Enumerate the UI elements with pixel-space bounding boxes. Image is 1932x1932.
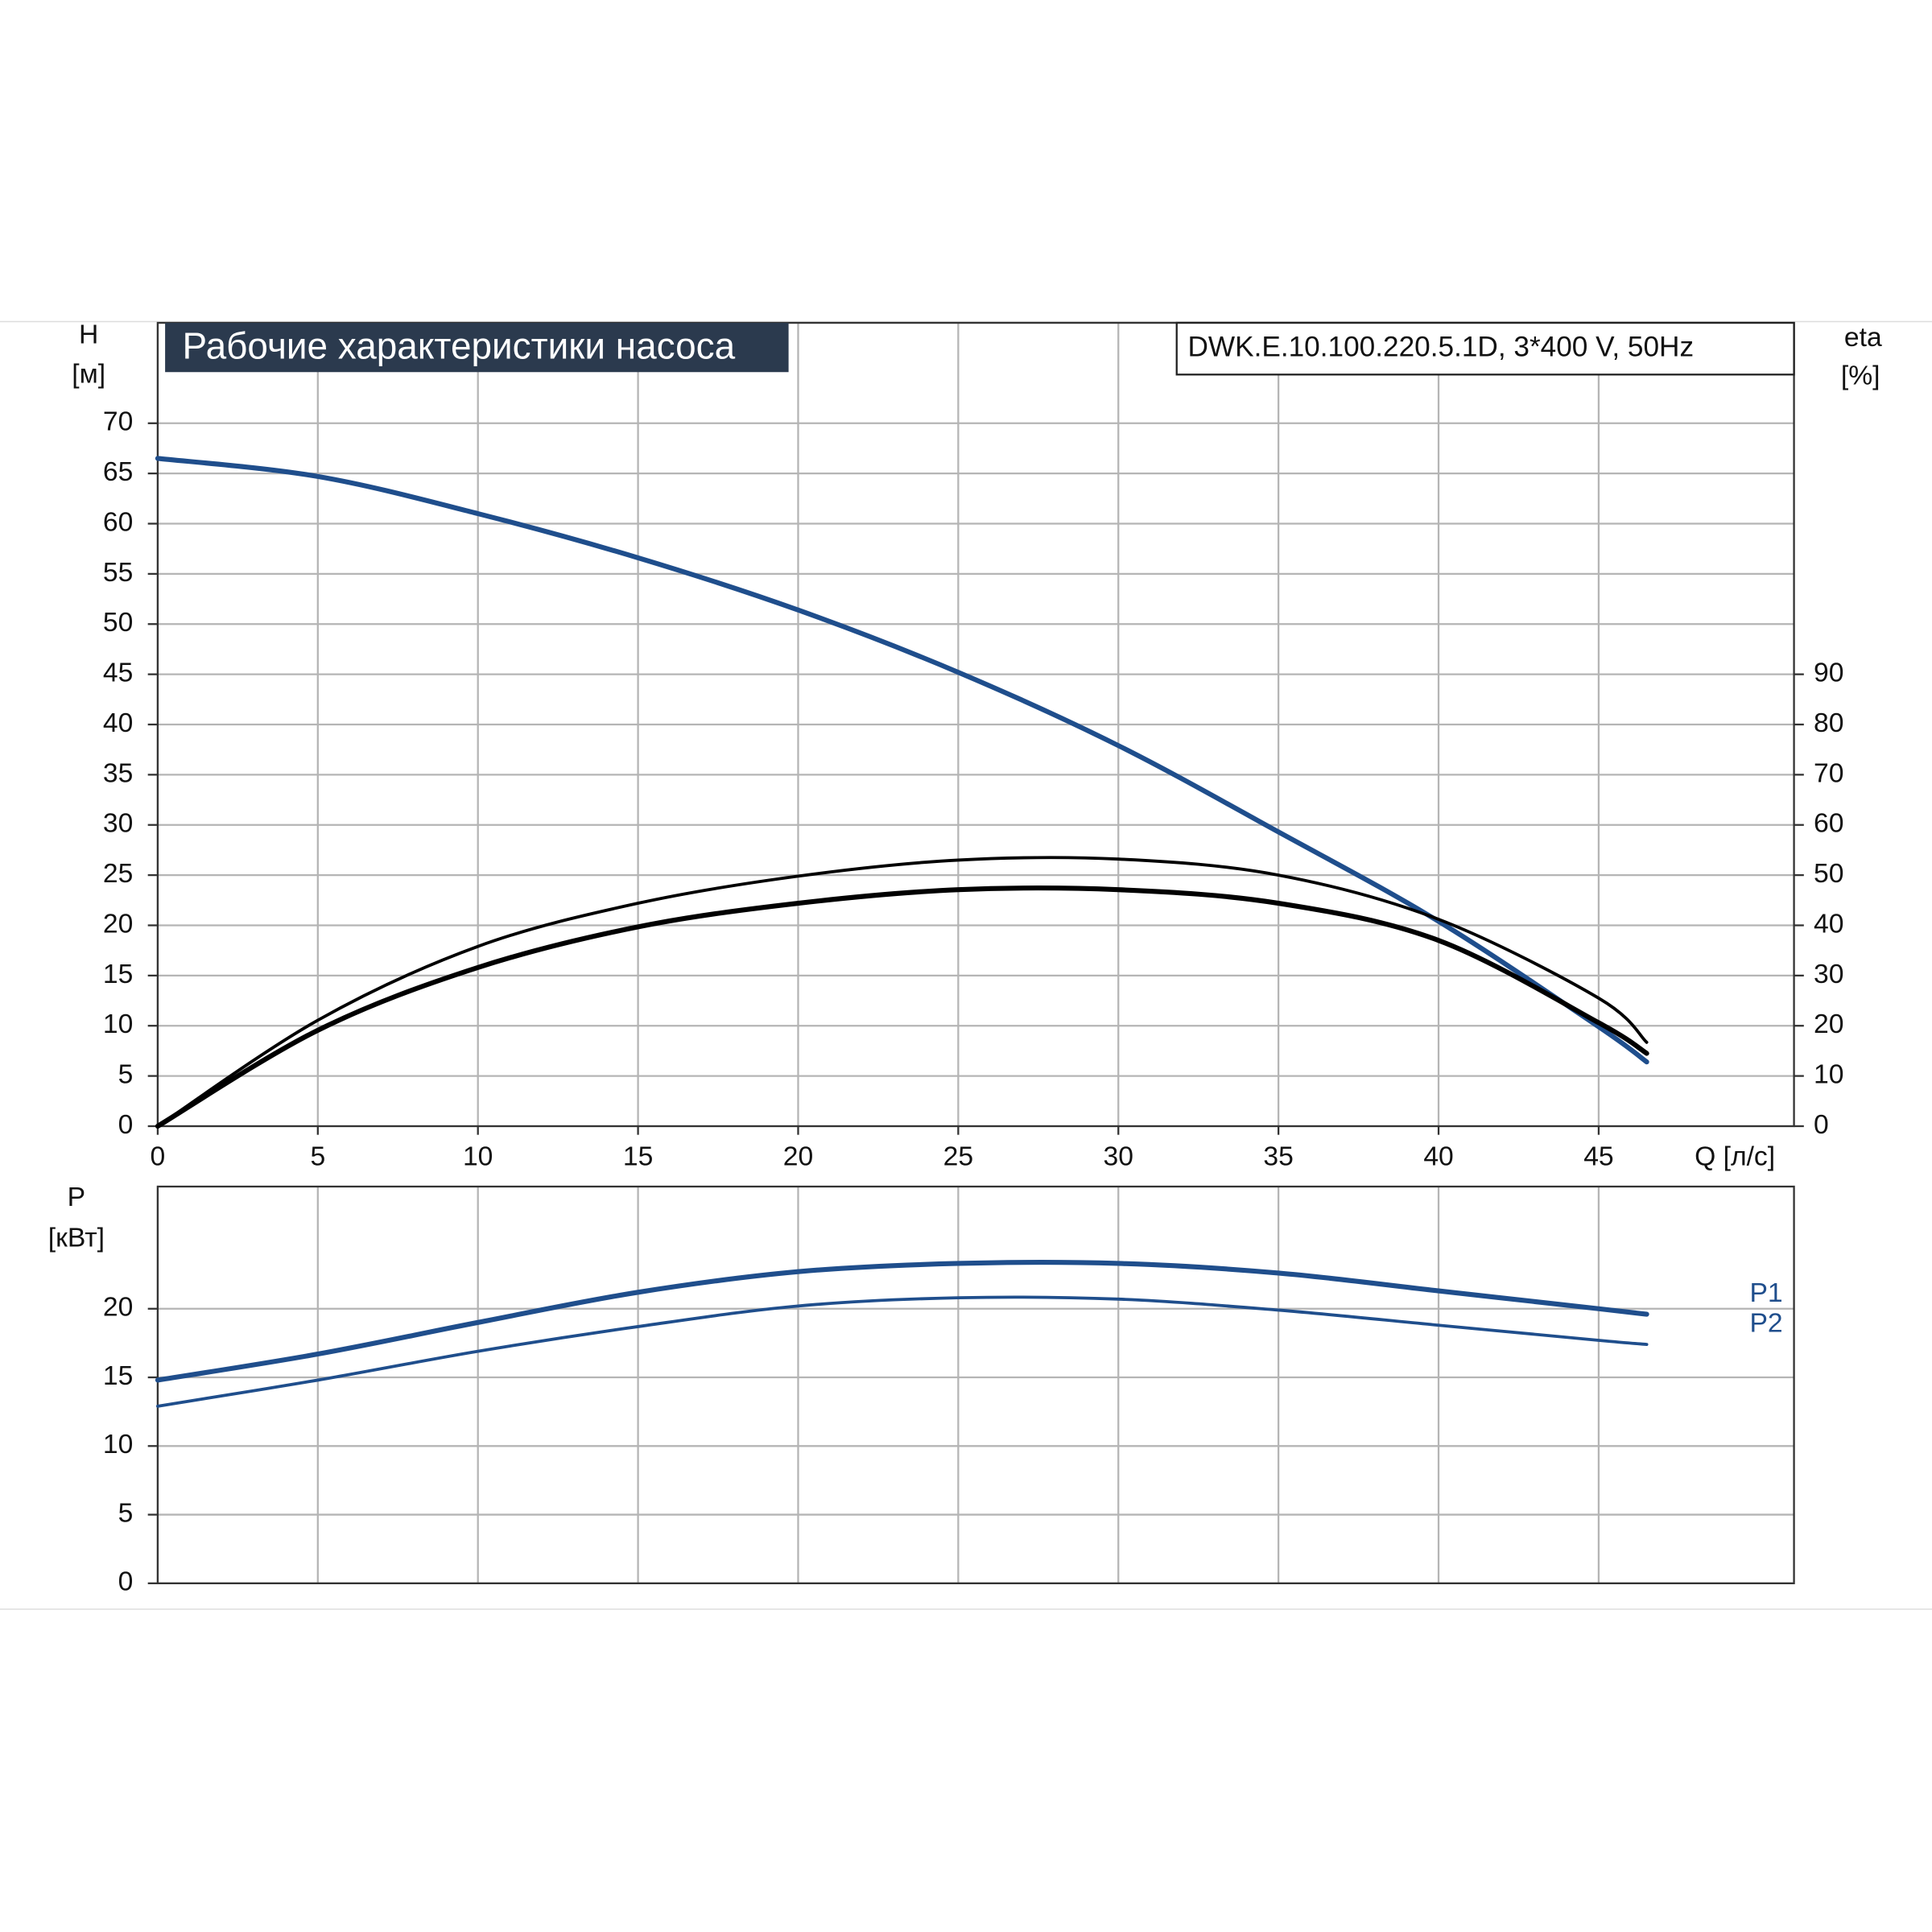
y-tick-label: 35 [103,758,133,788]
y-tick-label: 50 [103,608,133,638]
plot-frame [156,1185,1795,1584]
y-tick-label: 10 [103,1430,133,1459]
y2-tick-label: 20 [1814,1009,1843,1039]
x-tick-label: 40 [1423,1142,1453,1172]
series-line [155,886,1649,1129]
y2-axis-label: eta [1844,323,1882,353]
x-tick-label: 5 [310,1142,325,1172]
y2-tick-label: 0 [1814,1110,1829,1140]
y2-tick-label: 70 [1814,758,1843,788]
y-axis-label: [кВт] [48,1224,105,1253]
y-tick-label: 0 [118,1567,134,1597]
y-tick-label: 65 [103,457,133,487]
y2-tick-label: 90 [1814,658,1843,688]
y-axis-label: [м] [72,360,105,390]
y2-tick-label: 50 [1814,859,1843,889]
chart-title: Рабочие характеристики насоса [183,324,736,366]
y2-tick-label: 10 [1814,1059,1843,1089]
legend-label: P2 [1749,1309,1782,1339]
y-tick-label: 55 [103,558,133,588]
x-tick-label: 45 [1583,1142,1613,1172]
x-tick-label: 35 [1263,1142,1293,1172]
y2-tick-label: 60 [1814,809,1843,839]
grid [156,323,1794,1584]
y-tick-label: 60 [103,507,133,537]
y-tick-label: 45 [103,658,133,688]
series-line [155,1260,1649,1383]
y-axis-label: P [68,1183,85,1212]
x-tick-label: 25 [943,1142,973,1172]
x-tick-label: 15 [623,1142,653,1172]
y2-tick-label: 80 [1814,708,1843,738]
y-tick-label: 5 [118,1498,134,1528]
x-tick-label: 10 [463,1142,493,1172]
y2-tick-label: 30 [1814,960,1843,989]
legend-label: P1 [1749,1278,1782,1308]
chart-subtitle: DWK.E.10.100.220.5.1D, 3*400 V, 50Hz [1188,331,1695,362]
y-tick-label: 0 [118,1110,134,1140]
x-tick-label: 0 [151,1142,166,1172]
y-tick-label: 30 [103,809,133,839]
x-tick-label: 30 [1104,1142,1133,1172]
subtitle-box [1175,321,1795,376]
y-tick-label: 70 [103,407,133,437]
y-tick-label: 15 [103,1361,133,1391]
y2-tick-label: 40 [1814,909,1843,939]
series-line [156,856,1649,1128]
y-tick-label: 15 [103,960,133,989]
series-line [156,1295,1649,1408]
y-tick-label: 10 [103,1009,133,1039]
title-box [165,323,789,373]
y-tick-label: 20 [103,1293,133,1323]
series-line [155,456,1649,1065]
x-tick-label: 20 [783,1142,813,1172]
x-axis-label: Q [л/с] [1695,1142,1775,1172]
y2-axis-label: [%] [1841,361,1880,390]
y-tick-label: 25 [103,859,133,889]
y-tick-label: 20 [103,909,133,939]
y-axis-label: H [79,320,98,350]
y-tick-label: 5 [118,1059,134,1089]
y-tick-label: 40 [103,708,133,738]
